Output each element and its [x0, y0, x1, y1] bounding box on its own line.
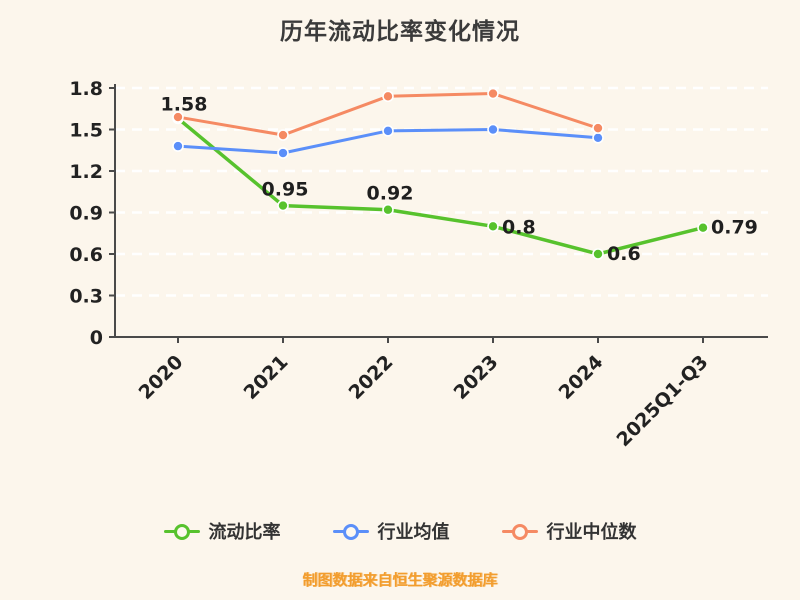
svg-text:0: 0 [90, 327, 103, 349]
svg-text:0.3: 0.3 [69, 286, 103, 308]
svg-text:1.58: 1.58 [161, 93, 208, 115]
svg-text:1.8: 1.8 [69, 78, 103, 100]
svg-text:0.8: 0.8 [502, 216, 536, 238]
svg-text:2022: 2022 [345, 351, 398, 404]
svg-text:0.6: 0.6 [69, 244, 103, 266]
svg-text:0.95: 0.95 [262, 179, 309, 201]
legend-label: 行业中位数 [546, 522, 637, 543]
svg-text:0.92: 0.92 [367, 183, 414, 205]
legend-item-current-ratio[interactable]: 流动比率 [163, 518, 281, 544]
data-source-note: 制图数据来自恒生聚源数据库 [302, 571, 498, 589]
svg-text:2021: 2021 [240, 351, 293, 404]
legend-line-circle-icon [501, 523, 538, 540]
svg-text:2025Q1-Q3: 2025Q1-Q3 [612, 351, 712, 451]
legend-line-circle-icon [332, 523, 369, 540]
chart-title: 历年流动比率变化情况 [280, 19, 520, 45]
line-chart: 0 0.3 0.6 0.9 1.2 1.5 1.8 2020 2021 2022 2023 2024 2… [69, 78, 768, 451]
legend-label: 流动比率 [208, 522, 281, 543]
svg-text:1.2: 1.2 [69, 161, 103, 183]
legend-label: 行业均值 [377, 522, 450, 543]
chart-legend: 流动比率 行业均值 行业中位数 [0, 518, 800, 544]
svg-text:0.6: 0.6 [607, 243, 641, 265]
legend-item-industry-median[interactable]: 行业中位数 [501, 518, 637, 544]
svg-text:2024: 2024 [555, 351, 608, 404]
svg-text:0.79: 0.79 [711, 217, 758, 239]
chart-area: 0 0.3 0.6 0.9 1.2 1.5 1.8 2020 2021 2022 2023 2024 2… [0, 60, 800, 480]
svg-text:0.9: 0.9 [69, 203, 103, 225]
svg-text:2020: 2020 [135, 351, 188, 404]
legend-item-industry-average[interactable]: 行业均值 [332, 518, 450, 544]
legend-line-circle-icon [163, 523, 200, 540]
svg-text:1.5: 1.5 [69, 120, 103, 142]
svg-text:2023: 2023 [450, 351, 503, 404]
